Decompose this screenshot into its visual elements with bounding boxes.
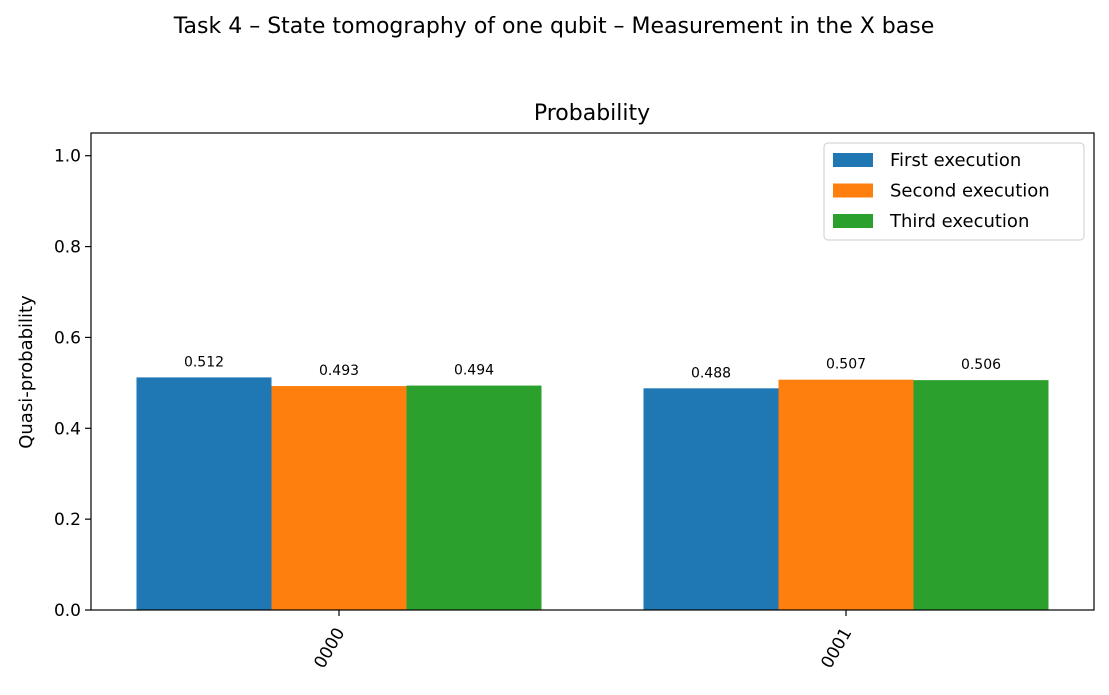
- legend-label: Third execution: [889, 211, 1029, 232]
- legend: First execution Second execution Third exe…: [823, 142, 1085, 241]
- data-label: 0.512: [184, 354, 224, 370]
- chart-title: Probability: [534, 101, 650, 126]
- legend-swatch: [833, 153, 873, 167]
- chart-suptitle: Task 4 – State tomography of one qubit –…: [173, 14, 934, 39]
- x-tick-label: 0001: [817, 625, 856, 672]
- axes-frame: [90, 132, 1095, 611]
- legend-swatch: [833, 214, 873, 228]
- bar-1-0001: [643, 388, 779, 610]
- data-label: 0.493: [319, 363, 359, 379]
- bar-2-0000: [271, 386, 407, 610]
- data-label: 0.506: [961, 357, 1001, 373]
- data-label: 0.494: [454, 363, 494, 379]
- bar-1-0000: [136, 377, 272, 610]
- legend-swatch: [833, 183, 873, 198]
- plot-area: 0.512 0.488 0.493 0.507 0.494 0.506 0.0 0.2 0.4 0…: [54, 132, 1095, 672]
- bar-3-0001: [913, 380, 1049, 610]
- legend-label: Second execution: [890, 181, 1050, 202]
- y-tick-label: 0.8: [54, 238, 81, 258]
- legend-label: First execution: [890, 150, 1021, 171]
- y-axis-label: Quasi-probability: [16, 295, 37, 449]
- bar-2-0001: [778, 379, 914, 610]
- data-label: 0.488: [691, 365, 731, 381]
- bar-3-0000: [406, 385, 542, 610]
- y-tick-label: 0.6: [54, 328, 81, 348]
- y-tick-label: 0.0: [54, 601, 81, 621]
- y-tick-label: 0.2: [54, 510, 81, 530]
- y-tick-label: 1.0: [54, 147, 81, 167]
- y-tick-label: 0.4: [54, 419, 81, 439]
- legend-box: [823, 142, 1085, 241]
- data-label: 0.507: [826, 357, 866, 373]
- x-tick-label: 0000: [310, 625, 349, 672]
